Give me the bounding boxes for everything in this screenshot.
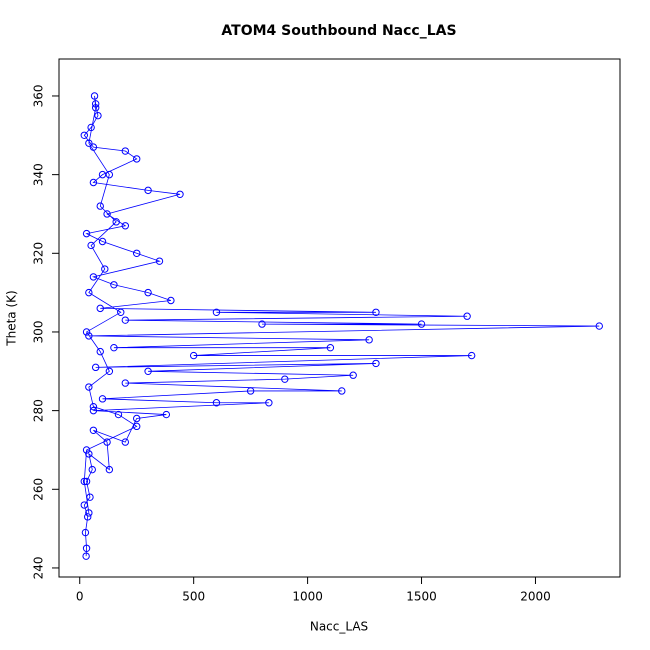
point: [463, 312, 471, 320]
point: [167, 296, 175, 305]
point: [144, 288, 152, 297]
point: [467, 351, 476, 360]
point: [82, 477, 91, 486]
point: [110, 343, 118, 352]
chart-title: ATOM4 Southbound Nacc_LAS: [221, 23, 456, 39]
point: [91, 100, 100, 108]
point: [121, 147, 130, 155]
point: [85, 383, 93, 391]
y-tick-label: 360: [32, 85, 46, 108]
y-axis-label: Theta (K): [5, 290, 19, 346]
point: [89, 273, 98, 281]
y-tick-label: 320: [32, 242, 46, 265]
point: [212, 399, 221, 407]
point: [155, 257, 164, 265]
point: [133, 422, 141, 431]
point: [89, 406, 98, 415]
series-line: [83, 95, 600, 557]
y-tick-label: 300: [32, 321, 46, 344]
point: [144, 367, 152, 375]
point: [98, 395, 107, 403]
y-tick-label: 340: [32, 163, 46, 186]
point: [349, 371, 357, 379]
point: [105, 367, 114, 375]
point: [103, 210, 111, 218]
point: [365, 336, 373, 344]
point: [91, 363, 100, 372]
point: [417, 320, 426, 328]
point: [326, 343, 335, 352]
point: [162, 410, 171, 419]
y-tick-label: 260: [32, 478, 46, 501]
y-tick-label: 240: [32, 557, 46, 580]
point: [88, 465, 96, 474]
point: [265, 399, 273, 407]
point: [89, 178, 98, 187]
point: [89, 426, 98, 434]
point: [82, 229, 91, 238]
point: [189, 351, 198, 360]
point: [372, 359, 380, 368]
point: [372, 308, 380, 316]
point: [90, 92, 99, 100]
point: [84, 513, 92, 521]
y-tick-label: 280: [32, 399, 46, 422]
point: [87, 123, 95, 132]
x-axis-label: Nacc_LAS: [310, 620, 368, 634]
point: [82, 552, 90, 560]
point: [281, 375, 289, 383]
point: [133, 249, 141, 257]
point: [81, 528, 90, 537]
point: [105, 465, 114, 474]
point: [89, 402, 98, 411]
point: [85, 139, 93, 147]
point: [246, 387, 255, 395]
point: [85, 509, 93, 517]
point: [94, 111, 102, 120]
point: [121, 379, 130, 387]
point: [121, 222, 130, 230]
point: [338, 387, 346, 395]
point: [176, 190, 184, 199]
point: [89, 143, 98, 151]
x-tick-label: 1000: [292, 590, 323, 604]
point: [86, 493, 94, 501]
point: [80, 501, 88, 509]
point: [212, 308, 221, 316]
point: [258, 320, 266, 328]
point: [103, 438, 111, 446]
point: [133, 155, 141, 163]
point: [85, 450, 93, 458]
point: [101, 265, 109, 273]
point: [121, 316, 130, 324]
point: [112, 218, 120, 226]
point: [96, 202, 104, 210]
point: [85, 332, 93, 340]
point: [96, 304, 104, 313]
point: [105, 170, 114, 179]
point: [595, 322, 603, 330]
point: [80, 131, 88, 140]
x-tick-label: 2000: [520, 590, 551, 604]
point: [82, 544, 91, 552]
point: [87, 241, 95, 250]
x-tick-label: 0: [76, 590, 84, 604]
point: [91, 104, 100, 112]
point: [82, 328, 91, 336]
point: [121, 438, 130, 446]
x-tick-label: 1500: [406, 590, 437, 604]
point: [85, 288, 93, 297]
plot-frame: [58, 58, 621, 578]
point: [144, 186, 152, 195]
point: [98, 237, 107, 246]
point: [110, 281, 118, 289]
point: [117, 308, 125, 316]
x-tick-label: 500: [182, 590, 205, 604]
point: [133, 414, 141, 423]
point: [80, 477, 88, 486]
point: [96, 347, 104, 356]
point: [82, 446, 91, 454]
point: [114, 410, 123, 419]
